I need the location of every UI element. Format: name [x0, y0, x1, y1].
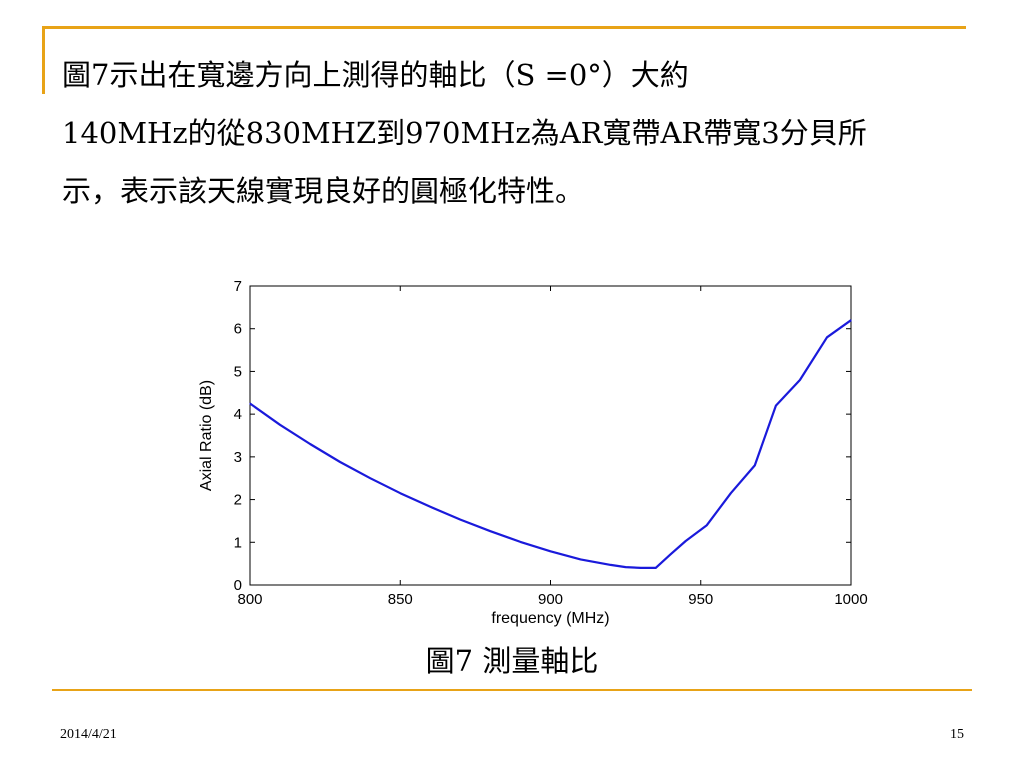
- body-line-2: 140MHz的從830MHZ到970MHz為AR寬帶AR帶寬3分貝所: [62, 116, 867, 150]
- data-point: [249, 402, 251, 405]
- top-divider: [42, 26, 966, 29]
- axial-ratio-curve: [249, 319, 852, 569]
- data-point: [519, 541, 521, 543]
- x-axis-label: frequency (MHz): [491, 610, 609, 627]
- axial-ratio-chart: 800 850 900 950 1000 0 1 2 3 4 5 6 7 frequency (MHz) A…: [190, 270, 890, 630]
- y-tick-label: 7: [234, 278, 242, 295]
- data-point: [399, 492, 401, 494]
- x-tick-label: 950: [688, 591, 713, 608]
- left-accent-bar: [42, 26, 45, 94]
- data-point: [610, 564, 612, 566]
- data-point: [730, 492, 732, 494]
- data-point: [850, 319, 852, 321]
- y-tick-label: 5: [234, 363, 242, 380]
- y-tick-label: 4: [234, 406, 242, 423]
- y-tick-label: 6: [234, 321, 242, 338]
- body-line-3: 示，表示該天線實現良好的圓極化特性。: [62, 174, 585, 208]
- data-point: [580, 558, 582, 560]
- data-point: [625, 566, 627, 568]
- data-point: [279, 424, 281, 426]
- data-point: [549, 550, 552, 552]
- data-point: [775, 405, 777, 407]
- y-tick-label: 1: [234, 534, 242, 551]
- y-tick-label: 2: [234, 492, 242, 509]
- y-axis-label: Axial Ratio (dB): [198, 380, 215, 491]
- x-tick-label: 850: [388, 591, 413, 608]
- data-point: [640, 567, 642, 569]
- data-point: [489, 530, 491, 532]
- footer-date: 2014/4/21: [60, 727, 117, 742]
- data-point: [670, 553, 672, 555]
- data-point: [459, 519, 461, 521]
- data-point: [685, 540, 687, 542]
- data-point: [706, 524, 708, 526]
- page-number: 15: [950, 727, 964, 742]
- data-point: [429, 506, 431, 508]
- body-line-1: 圖7示出在寬邊方向上測得的軸比（S =0°）大約: [62, 58, 689, 92]
- x-tick-label: 800: [237, 591, 262, 608]
- slide-body-text: 圖7示出在寬邊方向上測得的軸比（S =0°）大約 140MHz的從830MHZ到…: [62, 46, 962, 220]
- data-point: [799, 379, 801, 381]
- data-point: [339, 461, 341, 463]
- chart-canvas: 800 850 900 950 1000 0 1 2 3 4 5 6 7 frequency (MHz) A…: [198, 278, 868, 627]
- figure-caption: 圖7 測量軸比: [425, 644, 599, 678]
- x-tick-label: 1000: [834, 591, 867, 608]
- data-point: [655, 567, 657, 569]
- data-point: [754, 464, 756, 466]
- data-point: [826, 336, 828, 338]
- bottom-divider: [52, 689, 972, 691]
- y-tick-label: 3: [234, 449, 242, 466]
- y-tick-label: 0: [234, 577, 242, 594]
- x-tick-label: 900: [538, 591, 563, 608]
- data-point: [369, 477, 371, 479]
- plot-frame: [249, 285, 852, 586]
- data-point: [309, 443, 311, 445]
